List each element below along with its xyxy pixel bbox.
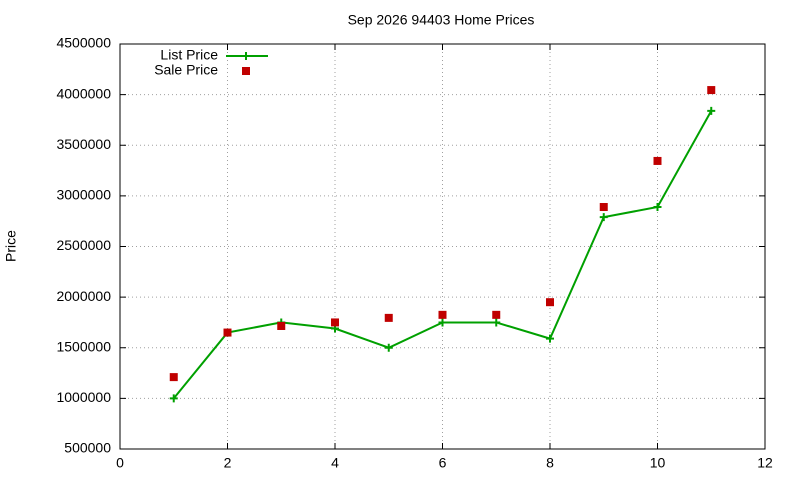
legend-label: Sale Price bbox=[154, 62, 218, 78]
y-tick-label: 2500000 bbox=[56, 237, 111, 253]
x-tick-label: 10 bbox=[650, 455, 666, 471]
point bbox=[546, 298, 554, 307]
y-tick-label: 4500000 bbox=[56, 35, 111, 51]
y-tick-label: 1500000 bbox=[56, 338, 111, 354]
point bbox=[599, 203, 608, 212]
point bbox=[653, 156, 662, 165]
x-tick-label: 12 bbox=[757, 455, 773, 471]
point bbox=[277, 321, 286, 330]
y-tick-label: 500000 bbox=[64, 440, 111, 456]
point bbox=[707, 86, 716, 95]
point bbox=[492, 318, 501, 327]
legend-marker bbox=[242, 52, 250, 60]
y-tick-label: 3500000 bbox=[56, 136, 111, 152]
series-line bbox=[172, 110, 713, 400]
point bbox=[169, 394, 178, 403]
point bbox=[653, 203, 662, 212]
y-tick-label: 4000000 bbox=[56, 85, 111, 101]
x-tick-label: 2 bbox=[224, 455, 232, 471]
point bbox=[384, 313, 393, 322]
plot-frame bbox=[119, 43, 766, 450]
y-axis-label: Price bbox=[3, 230, 19, 262]
legend-marker bbox=[242, 67, 250, 75]
point bbox=[438, 318, 447, 327]
y-tick-label: 3000000 bbox=[56, 187, 111, 203]
legend-label: List Price bbox=[160, 47, 218, 63]
chart-title: Sep 2026 94403 Home Prices bbox=[348, 12, 535, 28]
point bbox=[599, 213, 608, 222]
point bbox=[384, 343, 393, 352]
point bbox=[492, 310, 501, 319]
x-tick-label: 8 bbox=[546, 455, 554, 471]
x-tick-label: 0 bbox=[116, 455, 124, 471]
point bbox=[438, 310, 447, 319]
point bbox=[707, 106, 716, 115]
point bbox=[169, 373, 178, 382]
x-tick-label: 6 bbox=[439, 455, 447, 471]
x-tick-label: 4 bbox=[331, 455, 339, 471]
y-tick-label: 2000000 bbox=[56, 288, 111, 304]
point bbox=[331, 318, 339, 327]
y-tick-label: 1000000 bbox=[56, 389, 111, 405]
point bbox=[546, 334, 554, 343]
point bbox=[223, 328, 232, 337]
